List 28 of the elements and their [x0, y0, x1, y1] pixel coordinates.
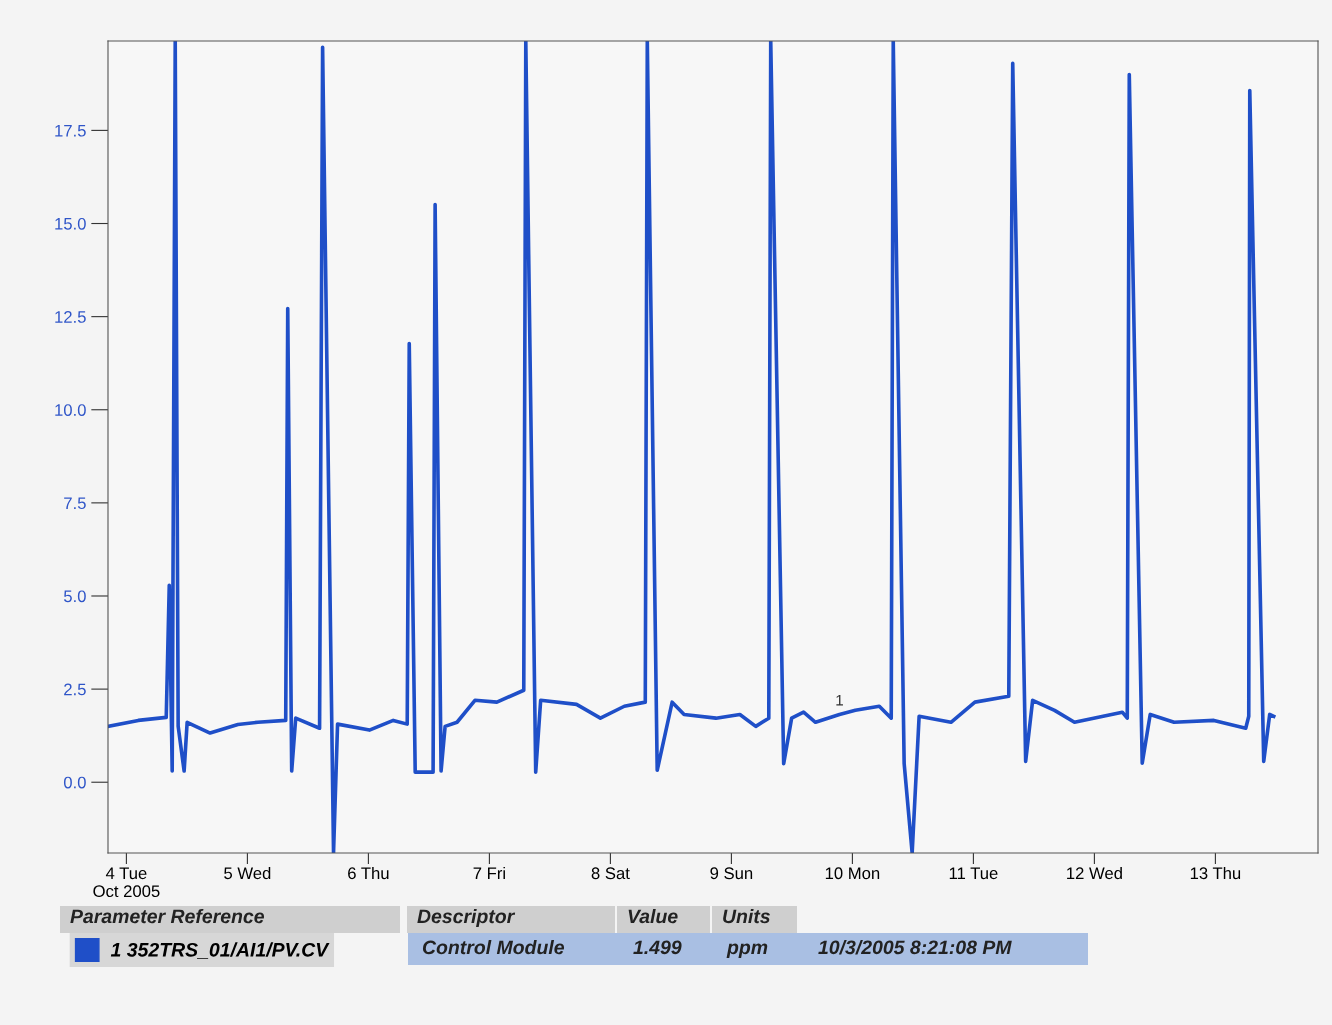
- annotation: 1: [836, 695, 843, 706]
- text: 1.499: [633, 940, 682, 955]
- x-tick-label: 6 Thu: [348, 866, 389, 880]
- x-tick-label: 10 Mon: [825, 867, 880, 880]
- text: Control Module: [422, 939, 565, 955]
- y-tick-label: 10.0: [55, 404, 86, 416]
- x-tick-label: 9 Sun: [710, 867, 753, 880]
- y-tick-label: 2.5: [64, 683, 86, 696]
- x-tick-label: 8 Sat: [591, 867, 630, 880]
- text: ppm: [726, 943, 768, 959]
- x-tick-label: 5 Wed: [224, 866, 271, 880]
- text: Units: [723, 908, 770, 924]
- x-tick-label: 13 Thu: [1190, 866, 1241, 880]
- text: Parameter Reference: [70, 908, 265, 924]
- y-tick-label: 7.5: [64, 497, 86, 510]
- y-tick-label: 17.5: [55, 124, 86, 137]
- text: Value: [628, 908, 678, 924]
- text: Descriptor: [417, 908, 516, 928]
- x-tick-label: 12 Wed: [1067, 866, 1122, 880]
- text: 10/3/2005 8:21:08 PM: [818, 939, 1012, 955]
- y-tick-label: 12.5: [55, 311, 86, 323]
- legend-label: 1 352TRS_01/AI1/PV.CV: [110, 942, 330, 959]
- y-tick-label: 5.0: [63, 590, 86, 603]
- x-tick-label: 4 Tue Oct 2005: [93, 867, 160, 898]
- x-tick-label: 7 Fri: [473, 866, 505, 879]
- y-tick-label: 0.0: [63, 776, 86, 789]
- y-tick-label: 15.0: [55, 217, 86, 230]
- x-tick-label: 11 Tue: [949, 867, 998, 880]
